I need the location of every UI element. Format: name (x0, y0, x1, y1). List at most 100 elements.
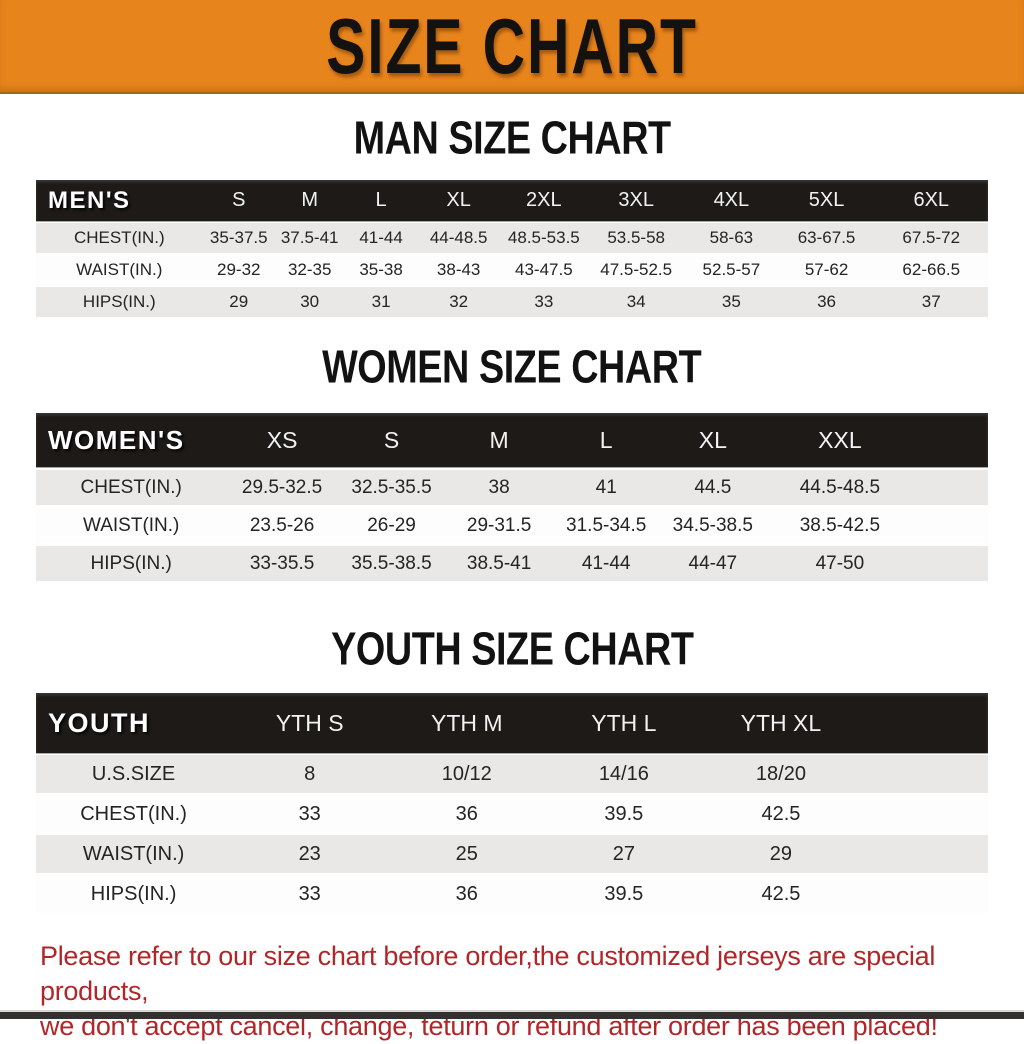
size-value: 58-63 (709, 228, 754, 247)
size-value: 41-44 (581, 552, 631, 574)
size-value: 62-66.5 (902, 260, 961, 279)
size-value: 25 (455, 842, 478, 865)
size-value: 33 (298, 802, 321, 825)
size-value: 36 (455, 882, 478, 905)
table-header-row: WOMEN'S XS S M L XL XXL (36, 413, 988, 467)
row-label: HIPS(IN.) (90, 552, 172, 574)
size-value: 67.5-72 (902, 228, 961, 247)
row-label: WAIST(IN.) (82, 842, 185, 865)
column-header: L (599, 426, 613, 453)
size-charts: MAN SIZE CHART MEN'S S M L XL 2XL 3XL 4XL 5XL 6XL C… (0, 111, 1024, 913)
column-header: XS (266, 426, 298, 453)
row-label: CHEST(IN.) (80, 476, 182, 498)
row-label: CHEST(IN.) (73, 228, 165, 247)
men-chart-heading: MAN SIZE CHART (0, 111, 1024, 164)
size-value: 31.5-34.5 (566, 514, 647, 536)
size-value: 8 (304, 762, 316, 785)
size-value: 23.5-26 (249, 514, 315, 536)
table-header-row: MEN'S S M L XL 2XL 3XL 4XL 5XL 6XL (36, 180, 988, 221)
table-row: HIPS(IN.) 33-35.5 35.5-38.5 38.5-41 41-44 44-… (36, 546, 988, 581)
column-header: YTH M (430, 709, 503, 736)
size-value: 41 (595, 476, 617, 498)
size-value: 33-35.5 (249, 552, 315, 574)
size-value: 26-29 (367, 514, 416, 536)
column-header: YTH S (275, 709, 344, 736)
size-value: 23 (298, 842, 321, 865)
column-header: YTH XL (740, 709, 822, 736)
size-value: 32 (449, 292, 469, 311)
youth-size-table: YOUTH YTH S YTH M YTH L YTH XL U.S.SIZE 8 10/12… (36, 693, 988, 913)
section-men-size-chart: MAN SIZE CHART MEN'S S M L XL 2XL 3XL 4XL 5XL 6XL C… (0, 111, 1024, 317)
size-value: 63-67.5 (797, 228, 856, 247)
table-row: WAIST(IN.) 23 25 27 29 (36, 835, 988, 873)
size-value: 44.5-48.5 (799, 476, 881, 498)
column-header: 3XL (618, 189, 654, 211)
column-header: L (375, 189, 387, 211)
size-value: 29-31.5 (466, 514, 532, 536)
size-value: 44-47 (688, 552, 738, 574)
size-value: 57-62 (804, 260, 849, 279)
size-value: 29 (769, 842, 793, 865)
size-value: 47.5-52.5 (600, 260, 673, 279)
size-value: 53.5-58 (607, 228, 666, 247)
row-label: U.S.SIZE (91, 762, 176, 785)
table-label: WOMEN'S (48, 424, 185, 455)
size-value: 39.5 (604, 882, 644, 905)
size-value: 52.5-57 (702, 260, 761, 279)
size-value: 31 (371, 292, 391, 311)
table-row: CHEST(IN.) 29.5-32.5 32.5-35.5 38 41 44.5 44.5… (36, 470, 988, 505)
size-value: 34.5-38.5 (672, 514, 753, 536)
column-header: M (301, 189, 319, 211)
column-header: XL (698, 426, 727, 453)
table-row: HIPS(IN.) 29 30 31 32 33 34 35 36 37 (36, 287, 988, 317)
heading-text: WOMEN SIZE CHART (322, 340, 702, 393)
table-row: WAIST(IN.) 23.5-26 26-29 29-31.5 31.5-34.5 34… (36, 508, 988, 543)
column-header: YTH L (591, 709, 657, 736)
heading-text: MAN SIZE CHART (353, 111, 671, 164)
row-label: WAIST(IN.) (76, 260, 163, 279)
size-value: 35 (721, 292, 741, 311)
footer-note: Please refer to our size chart before or… (0, 939, 1024, 1044)
size-value: 38.5-42.5 (799, 514, 881, 536)
youth-chart-heading: YOUTH SIZE CHART (0, 623, 1024, 675)
size-value: 35.5-38.5 (351, 552, 432, 574)
size-value: 27 (612, 842, 635, 865)
footer-note-line-1: Please refer to our size chart before or… (40, 941, 936, 1006)
size-value: 30 (300, 292, 320, 311)
size-value: 38 (488, 476, 510, 498)
table-row: CHEST(IN.) 33 36 39.5 42.5 (36, 795, 988, 833)
table-header-row: YOUTH YTH S YTH M YTH L YTH XL (36, 693, 988, 753)
size-value: 39.5 (604, 802, 644, 825)
row-label: CHEST(IN.) (80, 802, 187, 825)
size-value: 32.5-35.5 (351, 476, 432, 498)
size-value: 43-47.5 (515, 260, 573, 279)
size-value: 37.5-41 (280, 228, 339, 247)
row-label: WAIST(IN.) (82, 514, 180, 536)
row-label: HIPS(IN.) (90, 882, 177, 905)
men-size-table: MEN'S S M L XL 2XL 3XL 4XL 5XL 6XL CHEST(IN.) 35-37… (36, 180, 988, 317)
size-value: 42.5 (761, 882, 801, 905)
size-value: 29 (229, 292, 249, 311)
size-value: 36 (455, 802, 478, 825)
size-value: 35-37.5 (209, 228, 268, 247)
table-label: MEN'S (48, 186, 131, 214)
size-chart-banner: SIZE CHART (0, 0, 1024, 94)
size-value: 42.5 (761, 802, 801, 825)
size-value: 44.5 (694, 476, 732, 498)
column-header: 6XL (913, 189, 950, 211)
bottom-bar (0, 1010, 1024, 1019)
size-value: 47-50 (815, 552, 865, 574)
table-label: YOUTH (48, 707, 150, 738)
column-header: 4XL (713, 189, 750, 211)
size-value: 34 (626, 292, 646, 311)
size-value: 18/20 (755, 762, 806, 785)
size-value: 37 (921, 292, 941, 311)
size-value: 38.5-41 (466, 552, 532, 574)
size-value: 48.5-53.5 (507, 228, 580, 247)
column-header: 5XL (808, 189, 845, 211)
women-chart-heading: WOMEN SIZE CHART (0, 340, 1024, 393)
banner-title: SIZE CHART (326, 2, 698, 90)
section-women-size-chart: WOMEN SIZE CHART WOMEN'S XS S M L XL XXL CHEST(I… (0, 340, 1024, 581)
size-value: 29.5-32.5 (241, 476, 323, 498)
size-value: 36 (817, 292, 837, 311)
